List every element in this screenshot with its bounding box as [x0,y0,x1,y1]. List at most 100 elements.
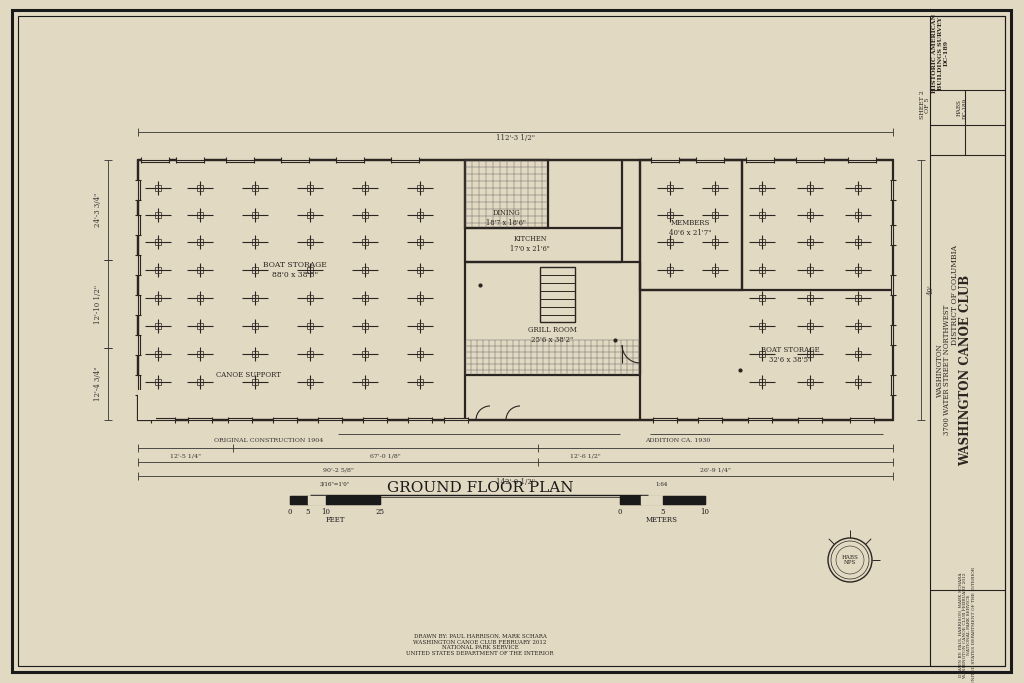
Bar [712,267,718,273]
Text: 5: 5 [660,508,666,516]
Text: HABS
NPS: HABS NPS [842,555,858,566]
Bar [362,295,368,301]
Bar [807,295,813,301]
Bar [307,295,313,301]
Bar [138,160,893,420]
Bar [465,160,548,228]
Bar [252,267,258,273]
Bar [807,351,813,357]
Bar [855,323,861,329]
Bar [307,185,313,191]
Bar [807,323,813,329]
Bar [759,239,765,245]
Bar [155,379,161,385]
Bar [417,295,423,301]
Bar [712,239,718,245]
Bar [155,185,161,191]
Bar [252,239,258,245]
Text: KITCHEN
17'0 x 21'6": KITCHEN 17'0 x 21'6" [510,236,550,253]
Bar [155,267,161,273]
Bar [712,185,718,191]
Text: GROUND FLOOR PLAN: GROUND FLOOR PLAN [387,481,573,495]
Text: FEET: FEET [326,516,345,524]
Bar [362,267,368,273]
Bar [155,212,161,218]
Bar [759,212,765,218]
Bar [307,351,313,357]
Bar [252,351,258,357]
Text: WASHINGTON: WASHINGTON [936,343,944,397]
Text: HABS
DC-189: HABS DC-189 [956,98,968,119]
Bar [855,267,861,273]
Bar [362,239,368,245]
Bar [307,267,313,273]
Text: 112'-3 1/2": 112'-3 1/2" [496,134,535,142]
Text: WASHINGTON CANOE CLUB: WASHINGTON CANOE CLUB [959,275,973,466]
Bar [667,239,673,245]
Bar [197,295,203,301]
Text: 12'-5 1/4": 12'-5 1/4" [170,454,201,458]
Bar [307,212,313,218]
Bar [759,351,765,357]
Text: DRAWN BY: PAUL HARRISON, MARK SCHARA
WASHINGTON CANOE CLUB FEBRUARY 2012
NATIONA: DRAWN BY: PAUL HARRISON, MARK SCHARA WAS… [407,634,554,656]
Bar [252,185,258,191]
Text: 142'-0 1/2": 142'-0 1/2" [496,478,536,486]
Bar [417,185,423,191]
Bar [417,379,423,385]
Text: 10: 10 [322,508,331,516]
Text: 5: 5 [306,508,310,516]
Bar [362,212,368,218]
Bar [807,239,813,245]
Bar [155,295,161,301]
Bar [759,267,765,273]
Text: MEMBERS
40'6 x 21'7": MEMBERS 40'6 x 21'7" [669,219,712,236]
Bar [855,212,861,218]
Text: 90'-2 5/8": 90'-2 5/8" [323,467,353,473]
Bar [197,239,203,245]
Text: 67'-0 1/8": 67'-0 1/8" [370,454,400,458]
Text: METERS: METERS [646,516,678,524]
Text: DISTRICT OF COLUMBIA: DISTRICT OF COLUMBIA [951,245,959,345]
Text: 12'-10 1/2": 12'-10 1/2" [94,284,102,324]
Text: ADDITION CA. 1930: ADDITION CA. 1930 [645,438,711,443]
Text: BOAT STORAGE
32'6 x 38'5": BOAT STORAGE 32'6 x 38'5" [761,346,819,363]
Text: SHEET 2
OF 5: SHEET 2 OF 5 [920,91,931,120]
Bar [362,323,368,329]
Bar [540,267,575,322]
Bar [667,267,673,273]
Bar [252,295,258,301]
Bar [197,351,203,357]
Text: BOAT STORAGE
88'0 x 38'5": BOAT STORAGE 88'0 x 38'5" [263,262,327,279]
Bar [930,16,1005,666]
Text: 40': 40' [927,285,935,296]
Bar [712,212,718,218]
Bar [807,379,813,385]
Text: CANOE SUPPORT: CANOE SUPPORT [215,371,281,379]
Text: 0: 0 [288,508,292,516]
Text: DRAWN BY: PAUL HARRISON, MARK SCHARA
WASHINGTON CANOE CLUB FEBRUARY 2012
NATIONA: DRAWN BY: PAUL HARRISON, MARK SCHARA WAS… [958,566,976,683]
Bar [807,212,813,218]
Text: 26'-9 1/4": 26'-9 1/4" [700,467,731,473]
Bar [155,351,161,357]
Text: 3700 WATER STREET NORTHWEST: 3700 WATER STREET NORTHWEST [943,305,951,435]
Bar [807,185,813,191]
Text: ORIGINAL CONSTRUCTION 1904: ORIGINAL CONSTRUCTION 1904 [214,438,323,443]
Bar [417,351,423,357]
Bar [759,295,765,301]
Bar [252,212,258,218]
Text: 25: 25 [376,508,384,516]
Text: HISTORIC AMERICAN
BUILDINGS SURVEY
DC-189: HISTORIC AMERICAN BUILDINGS SURVEY DC-18… [932,14,948,93]
Bar [417,239,423,245]
Text: 10: 10 [700,508,710,516]
Bar [759,323,765,329]
Bar [362,185,368,191]
Bar [855,295,861,301]
Bar [197,212,203,218]
Bar [855,239,861,245]
Text: 12'-6 1/2": 12'-6 1/2" [569,454,600,458]
Text: 3/16"=1'0": 3/16"=1'0" [319,482,350,486]
Bar [417,212,423,218]
Bar [138,390,156,420]
Bar [307,379,313,385]
Bar [855,351,861,357]
